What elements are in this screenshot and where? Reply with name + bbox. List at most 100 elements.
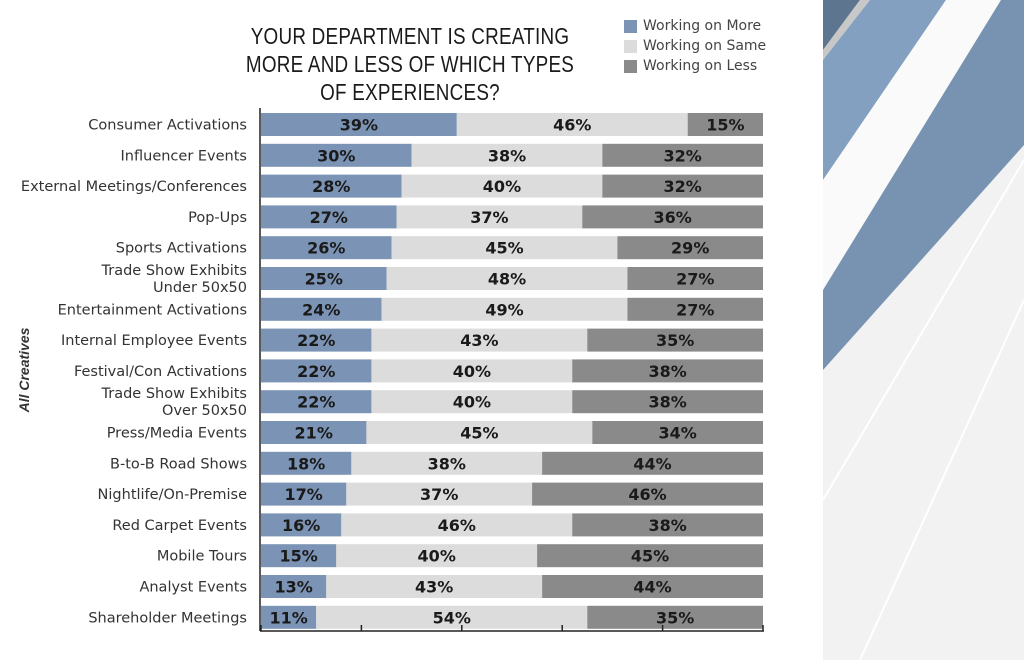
bar-segment bbox=[592, 421, 763, 444]
data-label: 11% bbox=[269, 608, 307, 627]
bar-segment bbox=[381, 297, 628, 321]
bar-segment bbox=[261, 205, 397, 229]
bar-segment bbox=[261, 605, 317, 629]
data-label: 29% bbox=[671, 239, 709, 258]
data-label: 40% bbox=[453, 393, 491, 412]
bar-segment bbox=[316, 605, 588, 629]
category-label: Shareholder Meetings bbox=[88, 610, 247, 626]
bar-segment bbox=[261, 575, 327, 598]
bar-segment bbox=[261, 390, 372, 414]
legend-item-less: Working on Less bbox=[624, 56, 766, 76]
data-label: 22% bbox=[297, 362, 335, 381]
category-label: Pop-Ups bbox=[188, 210, 247, 226]
data-label: 32% bbox=[664, 177, 702, 196]
data-label: 27% bbox=[676, 270, 714, 289]
bar-segment bbox=[326, 575, 543, 598]
bar-segment bbox=[371, 359, 573, 383]
data-label: 32% bbox=[664, 146, 702, 165]
legend-label: Working on Less bbox=[643, 58, 758, 74]
data-label: 16% bbox=[282, 516, 320, 535]
bar-segment bbox=[587, 605, 763, 629]
data-label: 18% bbox=[287, 454, 325, 473]
bar-segment bbox=[261, 513, 342, 537]
bar-segment bbox=[261, 451, 352, 475]
bar-segment bbox=[341, 513, 573, 537]
category-label: Festival/Con Activations bbox=[74, 364, 247, 380]
category-label: Press/Media Events bbox=[107, 426, 247, 442]
bar-segment bbox=[572, 359, 763, 383]
bar-segment bbox=[336, 544, 538, 568]
bar-segment bbox=[371, 390, 573, 414]
data-label: 15% bbox=[706, 116, 744, 135]
data-label: 35% bbox=[656, 331, 694, 350]
data-label: 46% bbox=[438, 516, 476, 535]
category-label: Sports Activations bbox=[116, 241, 247, 257]
bar-segment bbox=[401, 174, 603, 198]
data-label: 25% bbox=[305, 270, 343, 289]
legend-item-more: Working on More bbox=[624, 16, 766, 36]
data-label: 38% bbox=[648, 516, 686, 535]
data-label: 45% bbox=[485, 239, 523, 258]
data-label: 34% bbox=[659, 424, 697, 443]
data-label: 26% bbox=[307, 239, 345, 258]
bar-segment bbox=[366, 421, 593, 444]
bar-segment bbox=[261, 236, 392, 260]
category-label: B-to-B Road Shows bbox=[110, 456, 247, 472]
category-label: Entertainment Activations bbox=[58, 302, 247, 318]
data-label: 35% bbox=[656, 608, 694, 627]
bar-segment bbox=[261, 544, 337, 568]
legend-swatch bbox=[624, 39, 637, 53]
category-label: Mobile Tours bbox=[157, 549, 247, 565]
category-label: Under 50x50 bbox=[153, 280, 247, 296]
data-label: 22% bbox=[297, 393, 335, 412]
category-label: External Meetings/Conferences bbox=[21, 179, 247, 195]
bar-segment bbox=[371, 328, 588, 352]
data-label: 22% bbox=[297, 331, 335, 350]
decorative-stripes bbox=[823, 0, 1024, 660]
category-label: Trade Show Exhibits bbox=[101, 263, 247, 279]
bar-segment bbox=[572, 513, 763, 537]
legend: Working on More Working on Same Working … bbox=[624, 16, 766, 76]
category-label: Over 50x50 bbox=[162, 403, 247, 419]
data-label: 27% bbox=[676, 300, 714, 319]
legend-swatch bbox=[624, 59, 637, 73]
data-label: 45% bbox=[460, 424, 498, 443]
category-label: Influencer Events bbox=[121, 148, 247, 164]
data-label: 15% bbox=[280, 547, 318, 566]
bar-segment bbox=[351, 451, 543, 475]
bar-segment bbox=[582, 205, 763, 229]
bar-segment bbox=[602, 174, 763, 198]
bar-segment bbox=[261, 297, 382, 321]
bar-segment bbox=[346, 482, 533, 506]
bar-segment bbox=[261, 421, 367, 444]
legend-label: Working on More bbox=[643, 18, 762, 34]
stacked-bar-chart: 39% 46% 15% Consumer Activations 30% 38% 32% In… bbox=[21, 108, 764, 632]
data-label: 40% bbox=[483, 177, 521, 196]
category-label: Analyst Events bbox=[139, 580, 247, 596]
bar-segment bbox=[627, 267, 763, 290]
data-label: 37% bbox=[470, 208, 508, 227]
data-label: 43% bbox=[415, 578, 453, 597]
category-label: Red Carpet Events bbox=[112, 518, 247, 534]
bar-segment bbox=[261, 143, 412, 167]
data-label: 43% bbox=[460, 331, 498, 350]
bar-segment bbox=[602, 143, 763, 167]
legend-swatch bbox=[624, 19, 637, 33]
bar-segment bbox=[411, 143, 603, 167]
data-label: 40% bbox=[418, 547, 456, 566]
bar-segment bbox=[587, 328, 763, 352]
bar-segment bbox=[261, 174, 402, 198]
data-label: 21% bbox=[295, 424, 333, 443]
category-label: Consumer Activations bbox=[88, 118, 247, 134]
data-label: 44% bbox=[633, 578, 671, 597]
bar-segment bbox=[687, 113, 763, 136]
legend-label: Working on Same bbox=[643, 38, 767, 54]
data-label: 27% bbox=[310, 208, 348, 227]
data-label: 40% bbox=[453, 362, 491, 381]
data-label: 28% bbox=[312, 177, 350, 196]
data-label: 54% bbox=[433, 608, 471, 627]
bar-segment bbox=[261, 482, 347, 506]
data-label: 38% bbox=[428, 454, 466, 473]
data-label: 36% bbox=[653, 208, 691, 227]
data-label: 38% bbox=[648, 393, 686, 412]
